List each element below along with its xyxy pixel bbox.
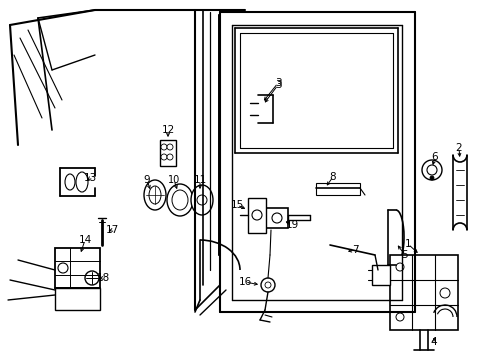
Text: 5: 5 xyxy=(401,250,407,260)
Text: 14: 14 xyxy=(78,235,91,245)
Text: 1: 1 xyxy=(404,239,410,249)
Ellipse shape xyxy=(65,174,75,190)
Text: 15: 15 xyxy=(230,200,243,210)
Ellipse shape xyxy=(167,184,193,216)
Bar xyxy=(247,198,265,233)
Circle shape xyxy=(271,213,282,223)
Text: 12: 12 xyxy=(161,125,174,135)
Text: 18: 18 xyxy=(96,273,109,283)
Circle shape xyxy=(167,154,173,160)
Text: 2: 2 xyxy=(455,143,461,153)
Circle shape xyxy=(85,271,99,285)
Bar xyxy=(315,183,359,195)
Circle shape xyxy=(426,165,436,175)
Text: 7: 7 xyxy=(351,245,358,255)
Text: 16: 16 xyxy=(238,277,251,287)
Circle shape xyxy=(161,144,167,150)
Circle shape xyxy=(197,195,206,205)
Text: 3: 3 xyxy=(274,80,281,90)
Bar xyxy=(389,255,457,330)
Text: 6: 6 xyxy=(431,152,437,162)
Circle shape xyxy=(429,176,433,180)
Text: 13: 13 xyxy=(83,173,97,183)
Bar xyxy=(55,288,100,310)
Text: 11: 11 xyxy=(193,175,206,185)
Circle shape xyxy=(264,282,270,288)
Ellipse shape xyxy=(172,190,187,210)
Text: 9: 9 xyxy=(143,175,150,185)
Ellipse shape xyxy=(191,185,213,215)
Bar xyxy=(55,248,100,288)
Bar xyxy=(265,208,287,228)
Circle shape xyxy=(395,313,403,321)
Text: 3: 3 xyxy=(274,78,281,88)
Circle shape xyxy=(251,210,262,220)
Circle shape xyxy=(421,160,441,180)
Text: 8: 8 xyxy=(329,172,336,182)
Text: 10: 10 xyxy=(167,175,180,185)
Circle shape xyxy=(161,154,167,160)
Circle shape xyxy=(261,278,274,292)
Circle shape xyxy=(439,288,449,298)
Ellipse shape xyxy=(76,172,88,192)
Bar xyxy=(160,140,176,166)
Circle shape xyxy=(167,144,173,150)
Text: 19: 19 xyxy=(285,220,298,230)
Text: 17: 17 xyxy=(105,225,119,235)
Circle shape xyxy=(58,263,68,273)
Ellipse shape xyxy=(149,186,161,204)
Text: 4: 4 xyxy=(430,337,436,347)
Circle shape xyxy=(395,263,403,271)
Bar xyxy=(371,265,389,285)
Ellipse shape xyxy=(143,180,165,210)
